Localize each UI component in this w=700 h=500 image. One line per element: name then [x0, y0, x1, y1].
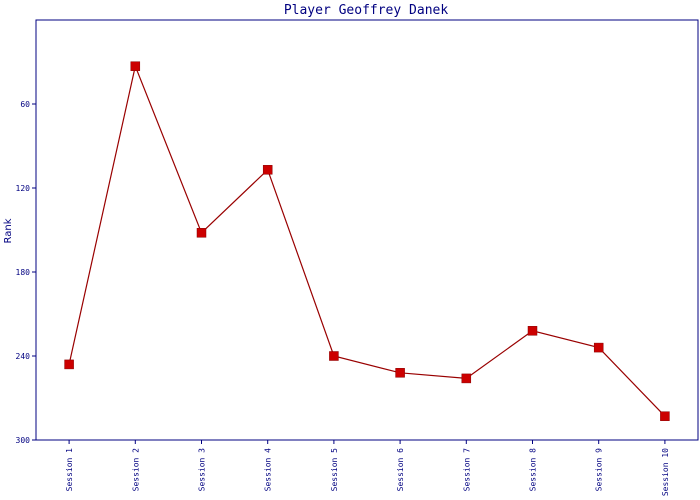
- x-tick-label: Session 2: [131, 448, 140, 492]
- data-point-marker: [660, 411, 670, 421]
- y-tick-label: 120: [16, 184, 31, 193]
- y-axis-label: Rank: [3, 218, 14, 243]
- plot-frame: [35, 19, 699, 441]
- data-point-marker: [527, 326, 538, 336]
- y-tick-label: 180: [16, 268, 31, 277]
- x-tick-label: Session 6: [396, 448, 405, 492]
- x-tick-label: Session 3: [198, 448, 207, 492]
- x-tick-label: Session 1: [65, 448, 74, 492]
- x-tick-label: Session 8: [529, 448, 538, 492]
- x-tick-label: Session 5: [330, 448, 339, 492]
- axis-ticks: 60 120 180 240 300 Session 1 Session 2 Session …: [16, 100, 670, 496]
- y-tick-label: 60: [20, 100, 30, 109]
- data-point-marker: [461, 373, 472, 384]
- data-point-marker: [196, 228, 207, 238]
- data-point-marker: [395, 368, 405, 378]
- data-point-marker: [64, 359, 74, 370]
- series-layer: [64, 61, 670, 421]
- x-tick-label: Session 9: [595, 448, 604, 492]
- x-tick-label: Session 10: [661, 448, 670, 496]
- y-tick-label: 300: [16, 436, 31, 445]
- x-tick-label: Session 7: [462, 448, 471, 492]
- data-point-marker: [130, 61, 141, 71]
- data-point-marker: [593, 342, 604, 353]
- series-line: [68, 64, 666, 417]
- data-point-marker: [329, 351, 339, 361]
- data-point-marker: [262, 165, 273, 175]
- x-tick-label: Session 4: [264, 448, 273, 492]
- chart-title: Player Geoffrey Danek: [284, 3, 449, 18]
- y-tick-label: 240: [16, 352, 31, 361]
